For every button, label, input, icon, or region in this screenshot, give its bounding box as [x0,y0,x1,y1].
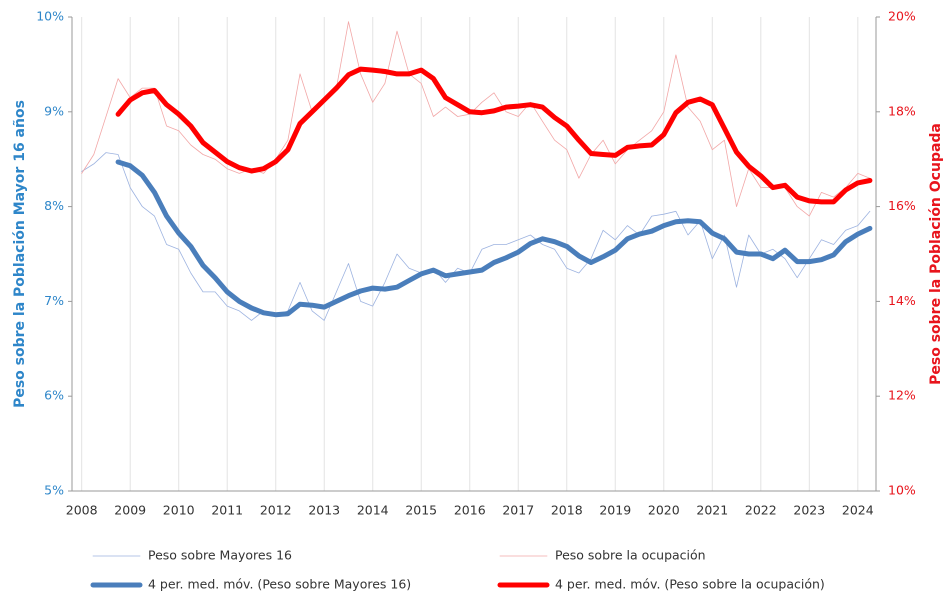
x-tick-label: 2011 [211,503,243,518]
x-tick-label: 2023 [793,503,825,518]
y-tick-label: 9% [44,103,64,118]
y-tick-label: 10% [36,9,64,24]
series-line [81,152,871,321]
series-line [81,21,871,217]
x-tick-label: 2015 [405,503,437,518]
x-tick-label: 2024 [842,503,874,518]
x-tick-label: 2019 [599,503,631,518]
legend-label: Peso sobre Mayores 16 [148,548,292,563]
x-tick-label: 2021 [696,503,728,518]
y2-tick-label: 14% [888,293,916,308]
y-axis-title: Peso sobre la Población Mayor 16 años [12,100,28,408]
x-tick-label: 2014 [357,503,389,518]
y2-tick-label: 16% [888,198,916,213]
y2-tick-label: 10% [888,483,916,498]
series-line [115,66,873,205]
x-tick-label: 2016 [454,503,486,518]
x-tick-label: 2017 [502,503,534,518]
y2-tick-label: 20% [888,9,916,24]
x-tick-label: 2013 [308,503,340,518]
y2-tick-label: 18% [888,103,916,118]
legend-label: 4 per. med. móv. (Peso sobre Mayores 16) [148,577,411,592]
x-tick-label: 2009 [114,503,146,518]
legend-label: Peso sobre la ocupación [555,548,706,563]
x-tick-label: 2012 [260,503,292,518]
y2-axis-title: Peso sobre la Población Ocupada [928,123,944,385]
x-tick-label: 2018 [551,503,583,518]
x-tick-label: 2020 [648,503,680,518]
x-tick-label: 2022 [745,503,777,518]
y-tick-label: 5% [44,483,64,498]
y-tick-label: 7% [44,293,64,308]
y2-tick-label: 12% [888,388,916,403]
x-tick-label: 2008 [66,503,98,518]
x-tick-label: 2010 [163,503,195,518]
legend-label: 4 per. med. móv. (Peso sobre la ocupació… [555,577,825,592]
series-line [115,159,873,318]
y-tick-label: 8% [44,198,64,213]
y-tick-label: 6% [44,388,64,403]
